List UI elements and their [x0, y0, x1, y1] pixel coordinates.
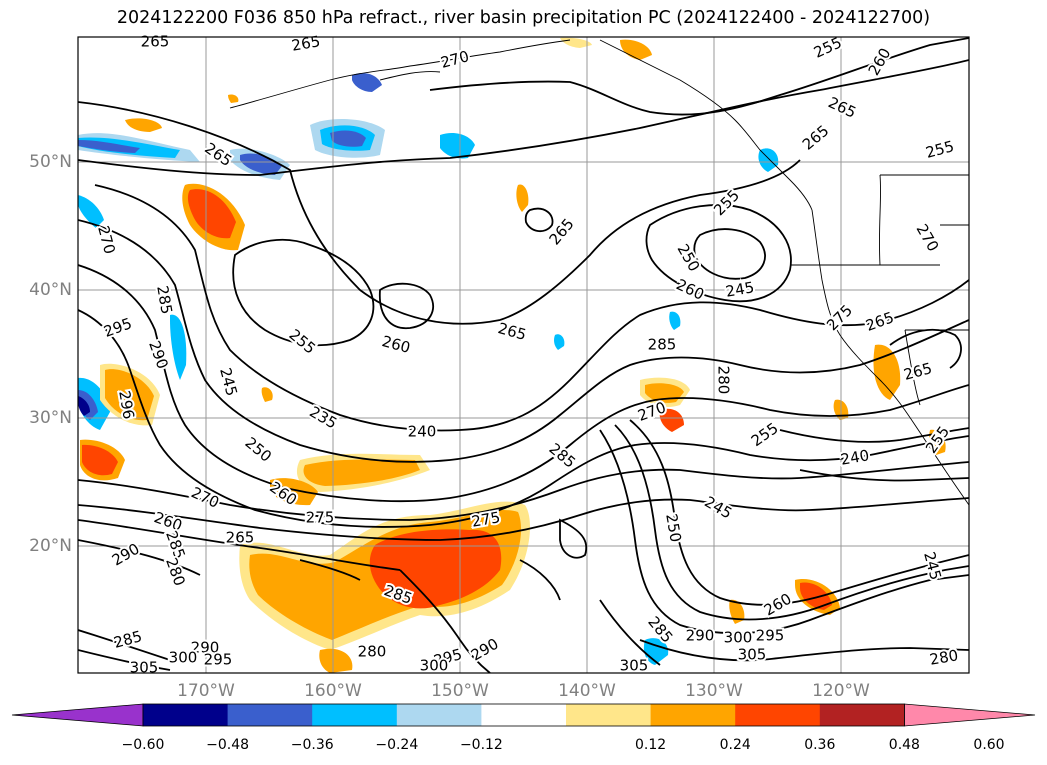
- contour-label: 300: [724, 629, 753, 647]
- colorbar-swatch: [735, 704, 821, 726]
- lat-label-30n: 30°N: [29, 408, 72, 428]
- colorbar-swatch: [396, 704, 482, 726]
- colorbar-tick-label: −0.24: [375, 737, 419, 753]
- lon-label-140w: 140°W: [558, 681, 616, 701]
- colorbar-swatch: [143, 704, 229, 726]
- colorbar: [11, 703, 1036, 727]
- refractivity-contours: [78, 37, 969, 673]
- colorbar-extend-high: [904, 703, 1036, 727]
- contour-label: 275: [306, 509, 335, 527]
- contour-label: 265: [141, 33, 170, 51]
- colorbar-tick-label: 0.12: [635, 737, 667, 753]
- contour-label: 290: [191, 639, 220, 657]
- map-frame: [77, 36, 970, 674]
- lon-label-130w: 130°W: [685, 681, 743, 701]
- colorbar-tick-label: 0.60: [973, 737, 1005, 753]
- lat-label-40n: 40°N: [29, 280, 72, 300]
- contour-label: 300: [420, 657, 449, 675]
- contour-label: 265: [226, 529, 255, 547]
- map-background: [78, 37, 969, 673]
- colorbar-tick-label: 0.48: [888, 737, 920, 753]
- lon-label-160w: 160°W: [304, 681, 362, 701]
- colorbar-swatch: [819, 704, 905, 726]
- contour-label: 290: [686, 627, 715, 645]
- shading-negative: [78, 73, 779, 665]
- contour-label: 295: [204, 651, 233, 669]
- lat-label-20n: 20°N: [29, 536, 72, 556]
- contour-label: 305: [738, 646, 767, 664]
- colorbar-tick-label: −0.36: [290, 737, 334, 753]
- lat-label-50n: 50°N: [29, 152, 72, 172]
- contour-label: 285: [648, 336, 677, 354]
- contour-label: 280: [358, 643, 387, 661]
- colorbar-tick-label: −0.48: [206, 737, 250, 753]
- colorbar-frame: [142, 703, 905, 727]
- colorbar-swatch: [481, 704, 567, 726]
- colorbar-swatch: [227, 704, 313, 726]
- colorbar-tick-label: −0.60: [121, 737, 165, 753]
- contour-label: 280: [715, 366, 733, 395]
- colorbar-extend-low: [11, 703, 144, 727]
- colorbar-tick-label: 0.36: [804, 737, 836, 753]
- coastlines: [229, 39, 969, 506]
- contour-label: 305: [620, 657, 649, 675]
- contour-label: 240: [408, 423, 437, 441]
- map-title: 2024122200 F036 850 hPa refract., river …: [116, 8, 931, 28]
- colorbar-swatch: [312, 704, 398, 726]
- colorbar-swatch: [566, 704, 652, 726]
- colorbar-swatch: [650, 704, 736, 726]
- lon-label-150w: 150°W: [431, 681, 489, 701]
- lon-label-170w: 170°W: [177, 681, 235, 701]
- colorbar-tick-label: 0.24: [719, 737, 751, 753]
- contour-label: 300: [169, 649, 198, 667]
- graticule: [78, 37, 969, 673]
- contour-label: 295: [756, 627, 785, 645]
- colorbar-tick-label: −0.12: [459, 737, 503, 753]
- contour-label: 305: [130, 659, 159, 677]
- lon-label-120w: 120°W: [812, 681, 870, 701]
